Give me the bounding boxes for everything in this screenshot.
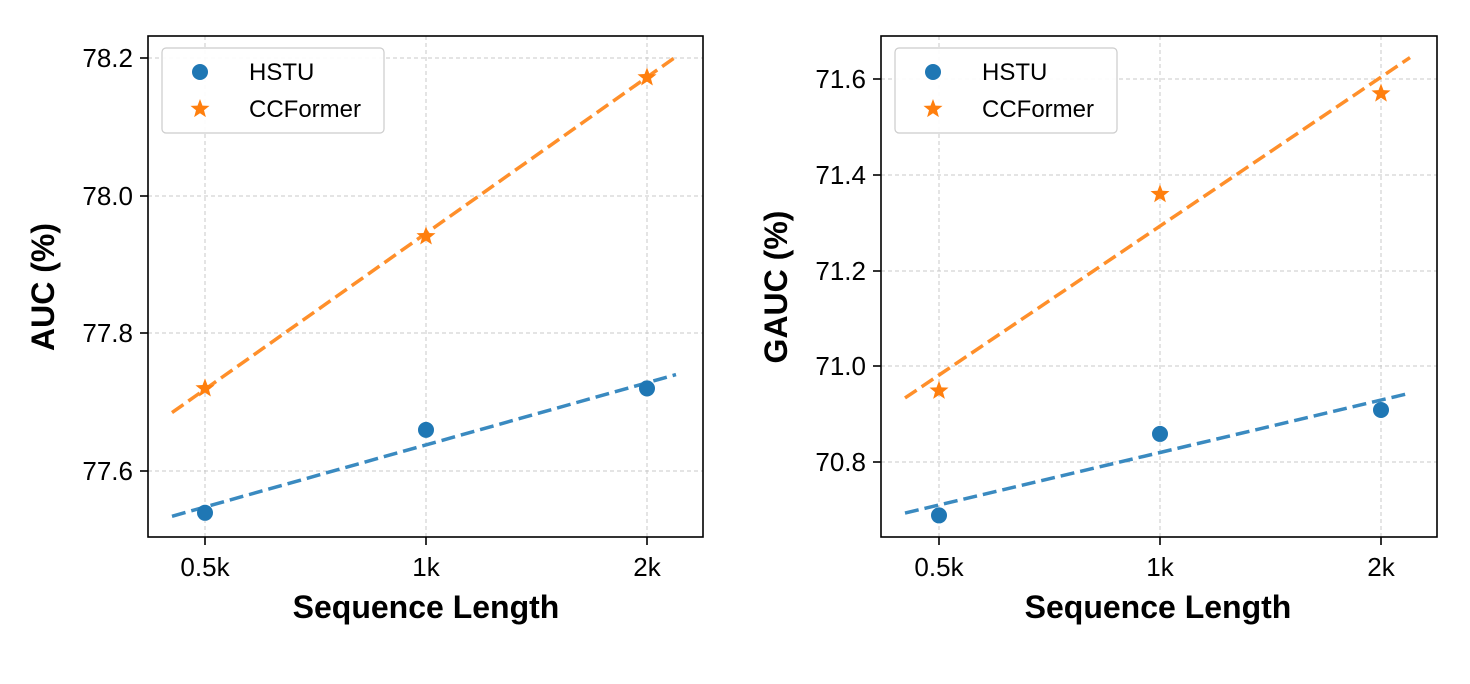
auc-panel: 0.5k 1k 2k 77.6 77.8 78.0 78.2 Sequence …: [25, 35, 704, 625]
auc-x-tick-label-2: 2k: [633, 552, 661, 582]
gauc-x-ticks: 0.5k 1k 2k: [914, 537, 1396, 582]
auc-x-axis-title: Sequence Length: [293, 589, 560, 625]
auc-hstu-point-0: [197, 504, 213, 521]
auc-hstu-point-2: [639, 380, 655, 397]
auc-ccformer-point-0: [195, 378, 215, 397]
gauc-hstu-point-2: [1373, 401, 1389, 418]
gauc-ccformer-point-0: [929, 380, 949, 399]
gauc-x-tick-label-1: 1k: [1146, 552, 1174, 582]
auc-y-axis-title: AUC (%): [25, 223, 61, 351]
auc-x-tick-label-1: 1k: [412, 552, 440, 582]
auc-legend-box: [161, 47, 385, 134]
auc-y-tick-label-2: 78.0: [82, 181, 133, 211]
gauc-legend-hstu-marker: [925, 64, 941, 80]
gauc-y-tick-label-2: 71.2: [815, 256, 866, 286]
gauc-x-axis-title: Sequence Length: [1025, 589, 1292, 625]
auc-hstu-trendline: [171, 372, 677, 518]
gauc-legend-ccformer-label: CCFormer: [982, 96, 1094, 123]
auc-legend-ccformer-label: CCFormer: [249, 96, 361, 123]
auc-legend-hstu-marker: [192, 64, 208, 80]
gauc-legend-hstu-label: HSTU: [982, 59, 1047, 86]
gauc-hstu-point-0: [931, 507, 947, 524]
gauc-legend: HSTU CCFormer: [894, 47, 1118, 134]
auc-x-ticks: 0.5k 1k 2k: [180, 537, 662, 582]
gauc-ccformer-trendline: [904, 56, 1411, 400]
gauc-y-axis-title: GAUC (%): [758, 211, 794, 364]
auc-legend: HSTU CCFormer: [161, 47, 385, 134]
gauc-panel: 0.5k 1k 2k 70.8 71.0 71.2 71.4 71.6 Sequ…: [758, 35, 1438, 625]
gauc-hstu-point-1: [1152, 425, 1168, 442]
gauc-y-ticks: 70.8 71.0 71.2 71.4 71.6: [815, 64, 881, 477]
auc-hstu-point-1: [418, 421, 434, 438]
gauc-hstu-trendline: [904, 391, 1411, 515]
gauc-y-tick-label-4: 71.6: [815, 64, 866, 94]
auc-legend-hstu-label: HSTU: [249, 59, 314, 86]
gauc-legend-ccformer-marker: [923, 99, 943, 118]
auc-y-tick-label-1: 77.8: [82, 318, 133, 348]
gauc-y-tick-label-3: 71.4: [815, 160, 866, 190]
auc-ccformer-point-2: [637, 67, 657, 86]
auc-y-tick-label-0: 77.6: [82, 456, 133, 486]
gauc-plot-frame: [880, 35, 1438, 538]
gauc-legend-box: [894, 47, 1118, 134]
auc-legend-ccformer-marker: [190, 99, 210, 118]
gauc-ccformer-point-1: [1150, 184, 1170, 203]
auc-y-ticks: 77.6 77.8 78.0 78.2: [82, 43, 148, 486]
auc-y-tick-label-3: 78.2: [82, 43, 133, 73]
gauc-ccformer-point-2: [1371, 83, 1391, 102]
auc-x-tick-label-0: 0.5k: [180, 552, 230, 582]
gauc-x-tick-label-0: 0.5k: [914, 552, 964, 582]
gauc-y-tick-label-1: 71.0: [815, 351, 866, 381]
gauc-y-tick-label-0: 70.8: [815, 447, 866, 477]
auc-ccformer-point-1: [416, 226, 436, 245]
gauc-x-tick-label-2: 2k: [1367, 552, 1395, 582]
